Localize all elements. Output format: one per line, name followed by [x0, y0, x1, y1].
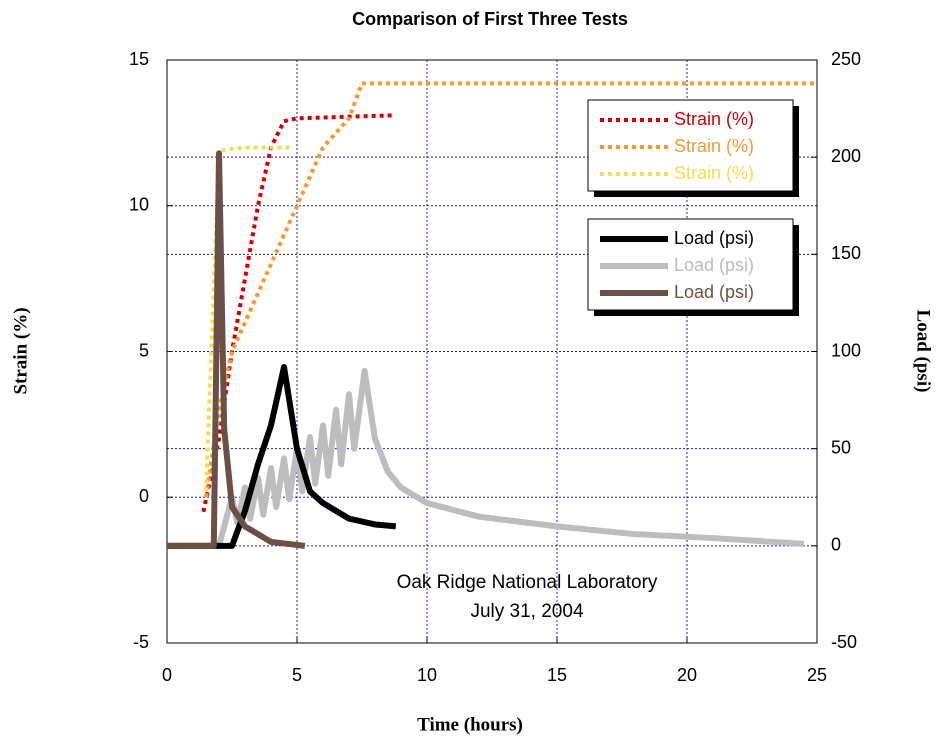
x-tick-label: 0 — [162, 665, 172, 685]
series-line — [201, 113, 394, 513]
series-line — [167, 364, 397, 549]
y2-tick-label: 50 — [831, 437, 851, 457]
x-tick-label: 15 — [547, 665, 567, 685]
x-tick-label: 20 — [677, 665, 697, 685]
legend-label: Strain (%) — [674, 163, 754, 183]
y2-tick-label: 100 — [831, 340, 861, 360]
y2-tick-label: -50 — [831, 632, 857, 652]
series-line — [204, 145, 290, 492]
series-line — [204, 81, 817, 498]
y-tick-label: 5 — [139, 340, 149, 360]
chart-title: Comparison of First Three Tests — [352, 9, 628, 29]
y2-tick-label: 250 — [831, 49, 861, 69]
y2-tick-label: 0 — [831, 535, 841, 555]
y2-tick-label: 150 — [831, 243, 861, 263]
y-tick-label: -5 — [133, 632, 149, 652]
series-line — [167, 150, 306, 549]
x-tick-label: 5 — [292, 665, 302, 685]
plot-frame — [166, 59, 818, 644]
y2-tick-label: 200 — [831, 146, 861, 166]
legend-label: Strain (%) — [674, 136, 754, 156]
legend-label: Strain (%) — [674, 109, 754, 129]
y-tick-label: 10 — [129, 195, 149, 215]
y-tick-label: 0 — [139, 486, 149, 506]
x-axis-title: Time (hours) — [417, 714, 523, 735]
legend-label: Load (psi) — [674, 228, 754, 248]
y-tick-label: 15 — [129, 49, 149, 69]
legend-label: Load (psi) — [674, 255, 754, 275]
legend-label: Load (psi) — [674, 282, 754, 302]
x-tick-label: 10 — [417, 665, 437, 685]
legend-box — [587, 99, 794, 192]
x-tick-label: 25 — [807, 665, 827, 685]
annotation: July 31, 2004 — [470, 601, 583, 622]
y2-axis-title: Load (psi) — [913, 310, 934, 393]
annotation: Oak Ridge National Laboratory — [397, 572, 658, 593]
y-axis-title: Strain (%) — [10, 307, 31, 394]
